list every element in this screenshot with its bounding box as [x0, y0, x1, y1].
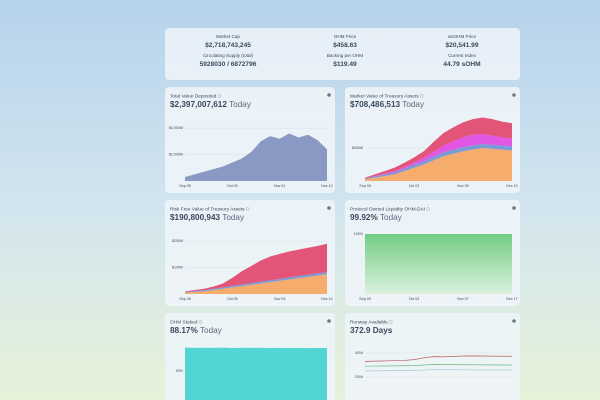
line: [364, 369, 512, 372]
x-tick-label: Dec 17: [506, 297, 517, 301]
stat-value: 44.79 sOHM: [443, 61, 481, 68]
headline: 99.92% Today: [350, 213, 403, 222]
y-tick-label: 50%: [176, 369, 184, 373]
settings-icon: [327, 206, 331, 210]
x-tick-label: Dec 12: [321, 297, 332, 301]
x-tick-label: Oct 03: [409, 297, 420, 301]
headline: $2,397,007,612 Today: [170, 100, 252, 109]
stat-value: $119.49: [333, 61, 357, 68]
settings-icon: [512, 93, 516, 97]
info-icon: [217, 94, 222, 98]
panel-title: OHM Staked: [170, 319, 198, 325]
headline-value: 88.17%: [170, 326, 198, 335]
headline-suffix: Today: [380, 213, 403, 222]
x-tick-label: Sep 05: [359, 184, 370, 188]
area: [365, 143, 512, 180]
line: [364, 364, 512, 367]
info-icon: [245, 207, 250, 211]
x-tick-label: Nov 07: [457, 297, 468, 301]
y-tick-label: $100M: [172, 266, 183, 270]
x-tick-label: Dec 10: [321, 184, 332, 188]
x-tick-label: Oct 05: [227, 297, 238, 301]
area: [365, 148, 512, 181]
stat-value: $458.63: [333, 42, 357, 49]
stat-value: $20,541.99: [445, 42, 478, 49]
stat-label: Current Index: [448, 53, 477, 58]
settings-icon: [512, 206, 516, 210]
x-tick-label: Sep 05: [359, 297, 370, 301]
panel-title: Runway Available: [350, 319, 388, 325]
y-tick-label: $200M: [172, 239, 183, 243]
panel-title: Risk Free Value of Treasury Assets: [170, 206, 245, 212]
info-icon: [389, 320, 393, 324]
headline-suffix: Today: [200, 326, 223, 335]
panel-title: Total Value Deposited: [170, 93, 217, 99]
stat-label: OHM Price: [334, 34, 357, 39]
stat-label: Circulating Supply (total): [203, 53, 254, 58]
area: [185, 133, 327, 181]
settings-icon: [327, 319, 331, 323]
area: [365, 117, 512, 179]
info-icon: [198, 320, 203, 324]
info-icon: [419, 94, 424, 98]
headline-suffix: Today: [222, 213, 245, 222]
x-tick-label: Oct 03: [227, 184, 238, 188]
y-tick-label: $400M: [352, 146, 363, 150]
stat-value: 5928030 / 6872796: [200, 61, 257, 68]
panel-title: Market Value of Treasury Assets: [350, 93, 419, 99]
headline: 88.17% Today: [170, 326, 223, 335]
stat-label: wsOHM Price: [448, 34, 477, 39]
settings-icon: [327, 93, 331, 97]
y-tick-label: 100%: [354, 232, 364, 236]
headline: 372.9 Days: [350, 326, 393, 335]
y-tick-label: 200d: [355, 375, 363, 379]
area: [365, 133, 512, 179]
stat-label: Backing per OHM: [327, 53, 363, 58]
headline-value: 99.92%: [350, 213, 378, 222]
x-tick-label: Nov 05: [457, 184, 468, 188]
stat-value: $2,718,743,245: [205, 42, 251, 49]
headline-suffix: Today: [402, 100, 425, 109]
line: [364, 355, 513, 362]
info-icon: [426, 207, 430, 211]
settings-icon: [512, 319, 516, 323]
stat-label: Market Cap: [216, 34, 240, 39]
area: [185, 347, 327, 400]
stats-card: [165, 28, 520, 80]
y-tick-label: 400d: [355, 351, 363, 355]
area: [185, 243, 327, 292]
headline: $708,486,513 Today: [350, 100, 425, 109]
headline-value: $190,800,943: [170, 213, 221, 222]
x-tick-label: Sep 05: [179, 184, 190, 188]
x-tick-label: Sep 08: [179, 297, 190, 301]
x-tick-label: Nov 01: [274, 184, 285, 188]
headline-suffix: Today: [229, 100, 252, 109]
panel-title: Protocol Owned Liquidity OHM-DAI: [350, 206, 425, 212]
headline-value: $708,486,513: [350, 100, 401, 109]
headline: $190,800,943 Today: [170, 213, 245, 222]
x-tick-label: Nov 03: [274, 297, 285, 301]
area-fade: [365, 228, 512, 294]
headline-value: $2,397,007,612: [170, 100, 227, 109]
y-tick-label: $2,000M: [169, 153, 183, 157]
y-tick-label: $4,000M: [169, 126, 183, 130]
x-tick-label: Dec 10: [506, 184, 517, 188]
x-tick-label: Oct 03: [409, 184, 420, 188]
headline-value: 372.9 Days: [350, 326, 393, 335]
